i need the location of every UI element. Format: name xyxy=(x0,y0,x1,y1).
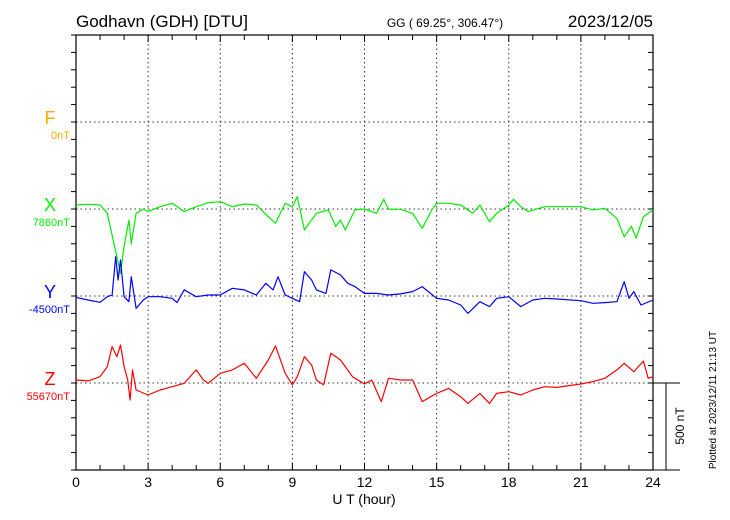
component-labels: F 0nT X 7860nT Y -4500nT Z 55670nT xyxy=(27,108,71,403)
x-tick-label: 24 xyxy=(645,474,661,490)
component-label-f: F xyxy=(45,108,56,128)
x-tick-label: 9 xyxy=(288,474,296,490)
scale-bar-label: 500 nT xyxy=(673,407,687,445)
x-axis-label: U T (hour) xyxy=(332,491,395,507)
x-tick-label: 15 xyxy=(429,474,445,490)
component-label-y: Y xyxy=(44,282,56,302)
x-tick-label: 0 xyxy=(72,474,80,490)
trace-x xyxy=(75,196,654,274)
x-tick-label: 3 xyxy=(144,474,152,490)
station-title: Godhavn (GDH) [DTU] xyxy=(76,12,248,31)
baseline-value-x: 7860nT xyxy=(33,217,71,229)
tick-labels: 0 3 6 9 12 15 18 21 24 xyxy=(72,474,661,490)
traces xyxy=(75,196,654,404)
x-tick-label: 21 xyxy=(573,474,589,490)
component-label-x: X xyxy=(44,195,56,215)
component-label-z: Z xyxy=(45,369,56,389)
x-tick-label: 6 xyxy=(216,474,224,490)
trace-z xyxy=(75,344,654,404)
plotted-timestamp: Plotted at 2023/12/11 21:13 UT xyxy=(708,331,719,469)
baseline-value-f: 0nT xyxy=(51,130,70,142)
x-tick-label: 18 xyxy=(501,474,517,490)
plot-date: 2023/12/05 xyxy=(568,12,653,31)
baseline-value-z: 55670nT xyxy=(27,391,71,403)
grid-lines xyxy=(76,35,653,470)
x-tick-label: 12 xyxy=(357,474,373,490)
station-coords: GG ( 69.25°, 306.47°) xyxy=(387,16,503,30)
baseline-value-y: -4500nT xyxy=(29,304,70,316)
axes xyxy=(71,34,680,471)
trace-y xyxy=(75,256,654,314)
